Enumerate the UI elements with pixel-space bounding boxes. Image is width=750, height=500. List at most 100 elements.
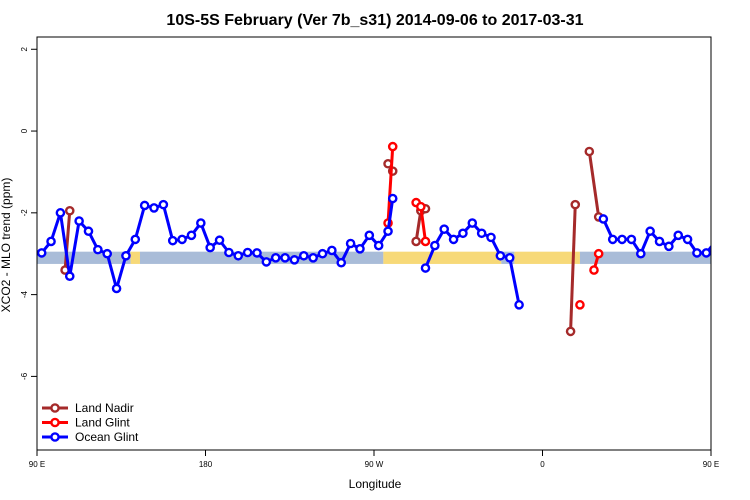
ocean-glint-point — [476, 228, 487, 239]
chart-title: 10S-5S February (Ver 7b_s31) 2014-09-06 … — [166, 12, 583, 29]
legend-swatch-marker — [50, 417, 60, 428]
x-tick-label: 90 E — [703, 460, 719, 469]
land-nadir-line — [739, 211, 744, 270]
ocean-glint-point — [731, 273, 738, 280]
ocean-glint-point — [364, 230, 375, 241]
ocean-glint-point — [336, 257, 347, 268]
legend-label: Land Glint — [75, 416, 130, 430]
x-tick-label: 90 E — [29, 460, 45, 469]
ocean-glint-point — [721, 209, 728, 216]
y-axis-label: XCO2 - MLO trend (ppm) — [0, 178, 13, 313]
ocean-glint-point — [495, 250, 506, 261]
land-nadir-line — [63, 210, 72, 271]
ocean-glint-point — [177, 234, 187, 245]
y-tick-label: 0 — [20, 128, 29, 133]
land-glint-point — [420, 236, 431, 247]
ocean-glint-point — [233, 250, 244, 261]
ocean-glint-point — [111, 283, 122, 294]
y-tick-label: 2 — [20, 46, 29, 51]
ocean-glint-point — [242, 247, 253, 258]
plot-frame — [36, 36, 712, 451]
y-tick-label: -4 — [20, 291, 29, 299]
ocean-glint-point — [467, 218, 478, 228]
series-ocean-glint — [37, 193, 738, 310]
land-nadir-point — [64, 205, 75, 216]
land-nadir-line — [569, 204, 577, 332]
x-tick-label: 180 — [199, 460, 213, 469]
ocean-glint-point — [420, 263, 431, 273]
ocean-glint-point — [74, 216, 84, 226]
land-glint-point — [589, 265, 599, 275]
ocean-glint-point — [692, 248, 702, 258]
ocean-glint-point — [289, 255, 300, 265]
ocean-glint-point — [701, 248, 711, 258]
x-axis: 90 E 180 90 W 0 90 E — [29, 450, 719, 469]
ocean-glint-point — [645, 226, 655, 237]
ocean-glint-point — [270, 253, 281, 263]
ocean-glint-point — [205, 242, 215, 253]
land-glint-line — [386, 146, 395, 224]
ocean-glint-point — [607, 234, 618, 245]
land-glint-point — [387, 141, 398, 152]
ocean-glint-point — [83, 226, 94, 237]
ocean-glint-point — [448, 234, 459, 245]
x-tick-label: 90 W — [365, 460, 384, 469]
ocean-glint-point — [298, 250, 309, 261]
x-tick-label: 0 — [540, 460, 545, 469]
ocean-glint-point — [458, 228, 468, 239]
ocean-glint-point — [673, 230, 684, 241]
legend-label: Ocean Glint — [75, 430, 139, 444]
ocean-glint-point — [167, 235, 178, 246]
ocean-glint-point — [280, 253, 290, 263]
ocean-glint-point — [186, 230, 197, 241]
series-layer — [37, 141, 747, 337]
ocean-glint-point — [224, 247, 234, 258]
land-nadir-point — [565, 326, 576, 337]
ocean-glint-point — [355, 244, 365, 254]
ocean-glint-point — [345, 238, 356, 249]
ocean-glint-point — [439, 224, 450, 234]
land-glint-point — [416, 201, 426, 212]
legend-swatch-marker — [50, 432, 60, 442]
ocean-glint-point — [317, 248, 328, 259]
legend-item-land-nadir: Land Nadir — [42, 401, 134, 415]
ocean-glint-point — [64, 271, 75, 282]
land-nadir-point — [584, 146, 595, 157]
land-glint-point — [575, 300, 585, 310]
ocean-glint-point — [373, 240, 384, 251]
ocean-glint-point — [626, 234, 637, 245]
ocean-glint-point — [617, 234, 627, 245]
ocean-glint-point — [710, 240, 711, 243]
legend-item-ocean-glint: Ocean Glint — [42, 430, 139, 444]
ocean-glint-point — [383, 226, 393, 237]
land-glint-point — [593, 248, 604, 259]
ocean-glint-point — [158, 199, 169, 210]
ocean-glint-point — [93, 244, 103, 255]
band-segment-land — [514, 251, 580, 264]
ocean-glint-point — [196, 218, 206, 228]
ocean-glint-point — [387, 193, 398, 204]
surface-band — [37, 251, 711, 264]
y-tick-label: -2 — [20, 209, 29, 217]
ocean-glint-point — [327, 245, 337, 256]
band-segment-ocean — [37, 251, 131, 264]
ocean-glint-point — [664, 241, 674, 252]
ocean-glint-point — [635, 248, 646, 259]
band-segment-land — [383, 251, 502, 264]
ocean-glint-point — [149, 203, 159, 213]
ocean-glint-point — [308, 253, 318, 263]
ocean-glint-point — [139, 200, 150, 211]
legend-swatch-marker — [50, 403, 60, 413]
ocean-glint-point — [486, 232, 496, 243]
ocean-glint-point — [261, 257, 272, 267]
x-axis-label: Longitude — [349, 477, 402, 491]
ocean-glint-point — [654, 236, 665, 247]
ocean-glint-point — [682, 234, 693, 245]
ocean-glint-point — [430, 240, 440, 251]
land-nadir-point — [740, 207, 747, 214]
ocean-glint-point — [214, 235, 225, 246]
ocean-glint-point — [46, 236, 56, 247]
land-nadir-point — [570, 199, 581, 210]
